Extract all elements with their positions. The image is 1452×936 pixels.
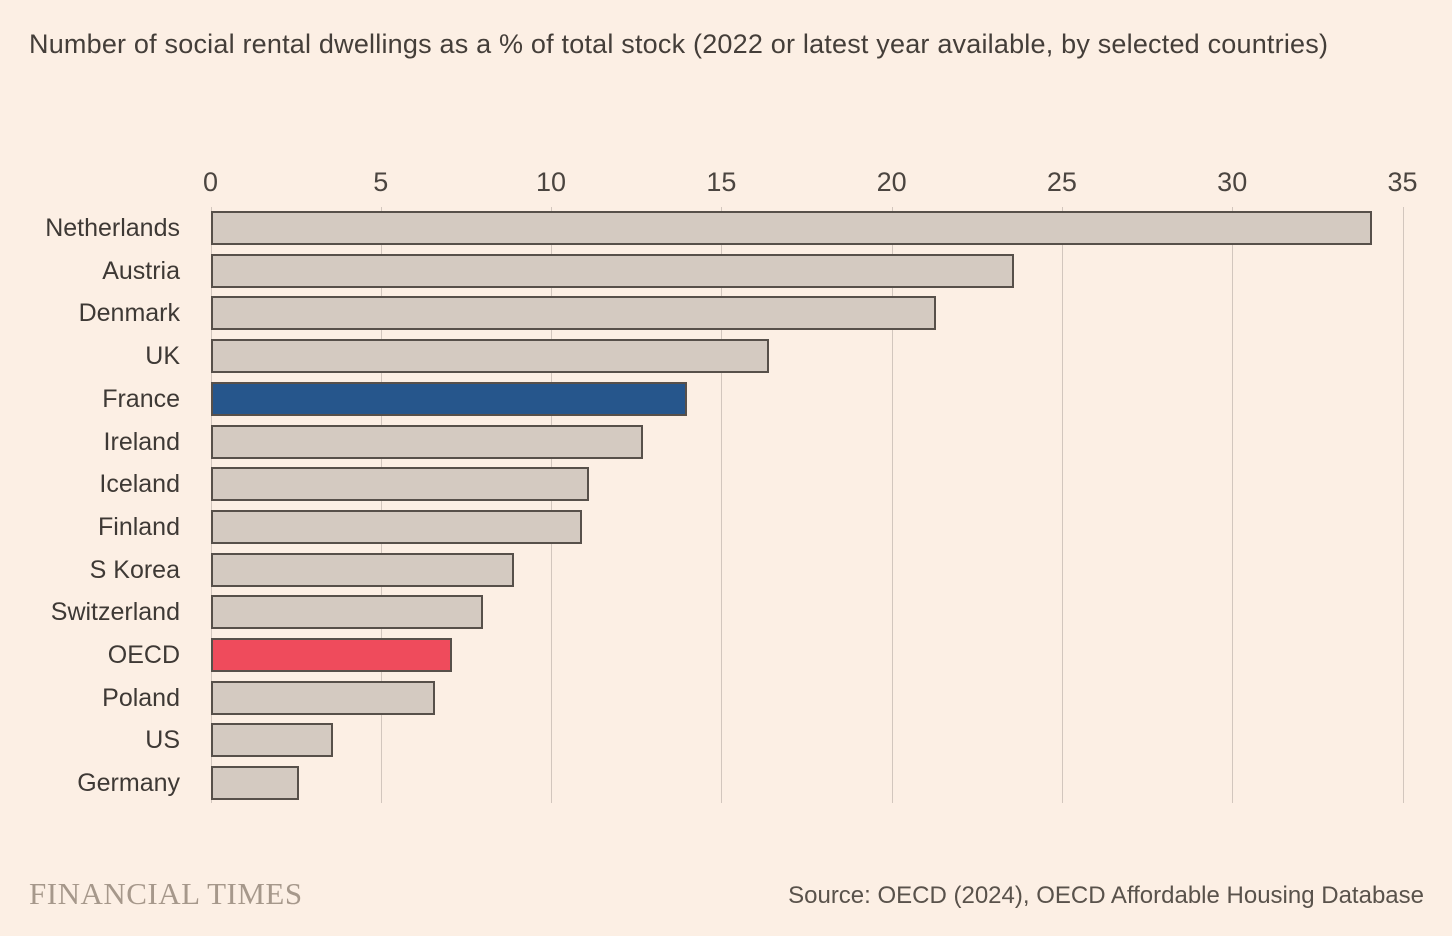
gridline-0	[210, 207, 212, 803]
gridline-30	[1232, 207, 1234, 803]
bar-label-switzerland: Switzerland	[50, 598, 180, 627]
bar-austria	[210, 253, 1015, 288]
bar-s-korea	[210, 552, 514, 587]
bar-us	[210, 723, 334, 758]
x-tick-label-25: 25	[1046, 167, 1077, 197]
bar-germany	[210, 766, 300, 801]
x-tick-label-10: 10	[536, 167, 567, 197]
source-note: Source: OECD (2024), OECD Affordable Hou…	[788, 882, 1424, 909]
gridline-25	[1061, 207, 1063, 803]
gridline-15	[721, 207, 723, 803]
x-tick-label-35: 35	[1387, 167, 1418, 197]
gridline-35	[1402, 207, 1404, 803]
bar-poland	[210, 680, 436, 715]
x-tick-label-30: 30	[1217, 167, 1248, 197]
x-tick-label-5: 5	[373, 167, 389, 197]
gridline-5	[380, 207, 382, 803]
x-tick-label-15: 15	[706, 167, 737, 197]
chart-title: Number of social rental dwellings as a %…	[29, 29, 1329, 59]
bar-france	[210, 381, 688, 416]
ft-wordmark: FINANCIAL TIMES	[29, 876, 303, 911]
bar-netherlands	[210, 211, 1372, 245]
bar-iceland	[210, 467, 589, 502]
bar-denmark	[210, 296, 936, 331]
gridline-20	[891, 207, 893, 803]
bar-label-ireland: Ireland	[103, 427, 180, 456]
bar-label-austria: Austria	[102, 256, 180, 285]
bar-label-finland: Finland	[98, 512, 180, 541]
bar-label-denmark: Denmark	[78, 299, 180, 328]
bar-label-poland: Poland	[102, 683, 180, 712]
bar-label-us: US	[145, 726, 180, 755]
bar-switzerland	[210, 595, 483, 630]
bar-ireland	[210, 424, 644, 459]
bar-label-uk: UK	[145, 342, 180, 371]
bar-label-iceland: Iceland	[99, 470, 180, 499]
x-tick-label-0: 0	[202, 167, 219, 197]
bar-label-germany: Germany	[77, 769, 180, 798]
bar-label-france: France	[102, 384, 180, 413]
x-tick-label-20: 20	[876, 167, 907, 197]
bar-uk	[210, 339, 770, 374]
bar-label-oecd: OECD	[107, 641, 180, 669]
bar-oecd	[210, 638, 453, 672]
bar-label-s-korea: S Korea	[89, 555, 180, 584]
gridline-10	[551, 207, 553, 803]
bar-finland	[210, 509, 582, 544]
bar-label-netherlands: Netherlands	[45, 214, 180, 242]
